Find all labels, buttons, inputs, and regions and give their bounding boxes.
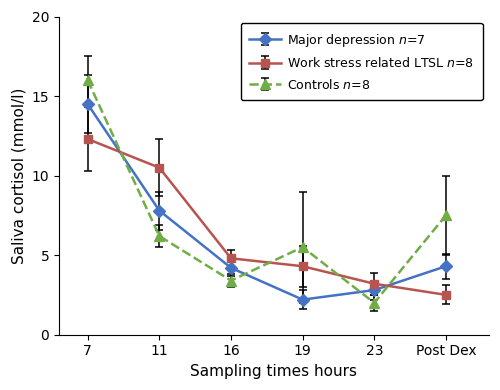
Legend: Major depression $\it{n}$=7, Work stress related LTSL $\it{n}$=8, Controls $\it{: Major depression $\it{n}$=7, Work stress… xyxy=(240,23,482,100)
X-axis label: Sampling times hours: Sampling times hours xyxy=(190,364,358,379)
Y-axis label: Saliva cortisol (mmol/l): Saliva cortisol (mmol/l) xyxy=(11,87,26,264)
